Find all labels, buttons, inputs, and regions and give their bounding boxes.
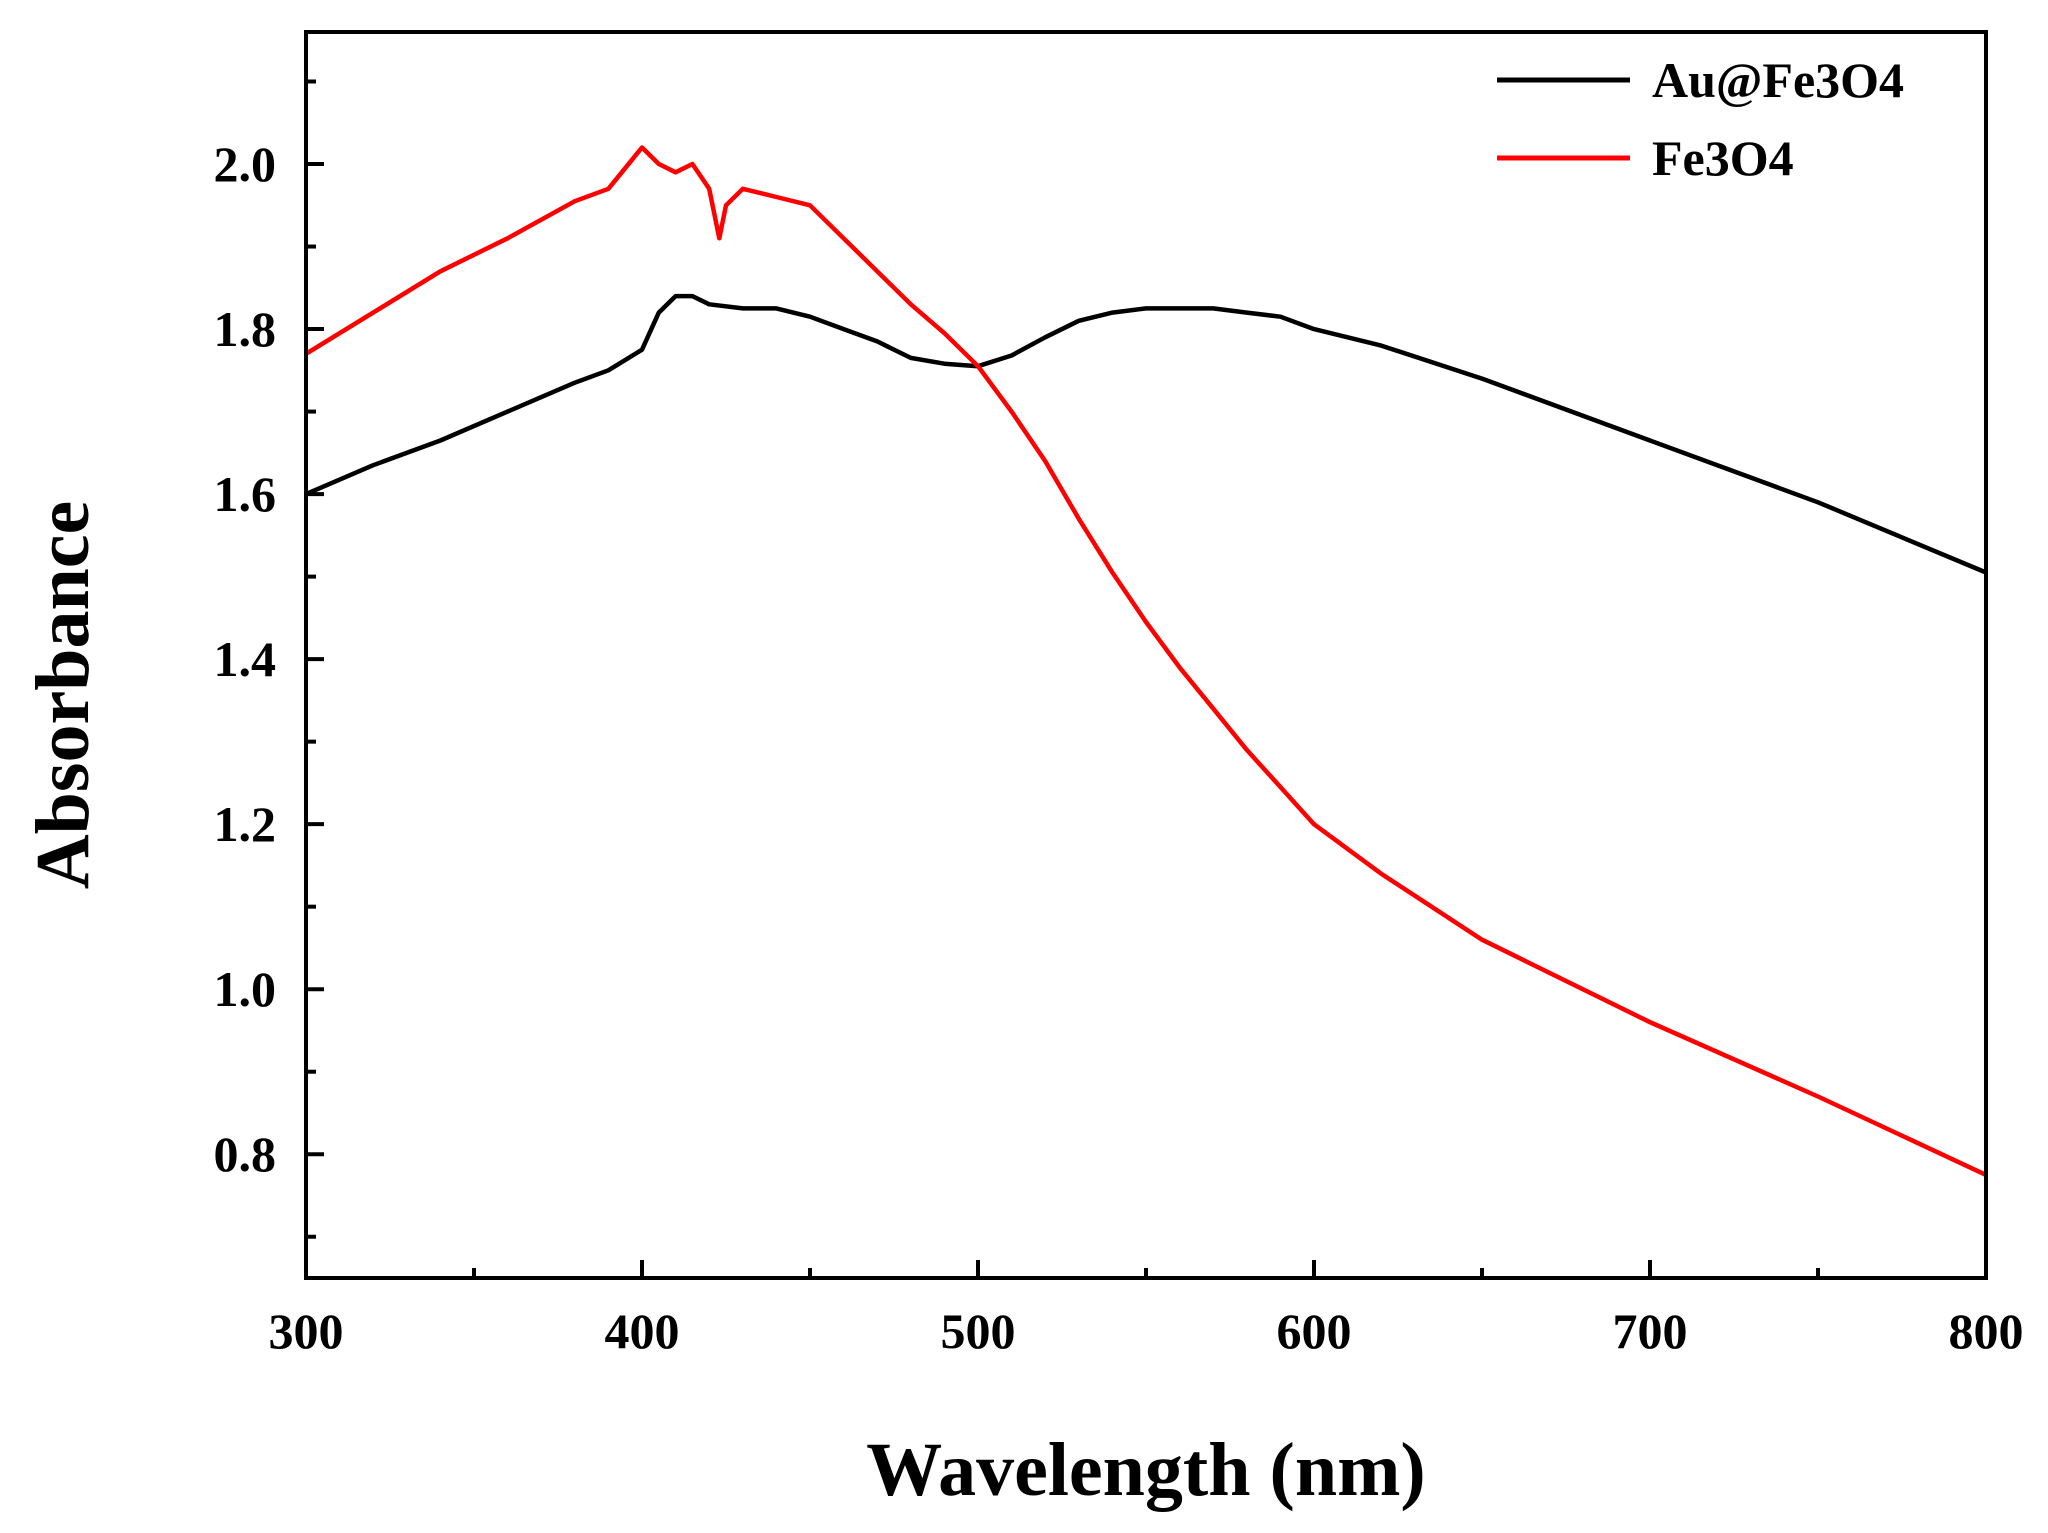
y-tick-label: 2.0 (214, 136, 277, 192)
y-tick-label: 1.4 (214, 631, 277, 687)
series-line-fe3o4 (304, 145, 1987, 1177)
plot-frame (304, 30, 1988, 1280)
x-axis-ticks: 300 400 500 600 700 800 (269, 1260, 2024, 1359)
x-tick-label: 600 (1277, 1303, 1352, 1359)
x-tick-label: 500 (941, 1303, 1016, 1359)
y-tick-label: 1.6 (214, 466, 277, 522)
series-layer (304, 145, 1987, 1177)
y-tick-label: 0.8 (214, 1126, 277, 1182)
legend-label-fe3o4: Fe3O4 (1652, 130, 1794, 186)
y-axis-ticks: 0.8 1.0 1.2 1.4 1.6 1.8 2.0 (214, 79, 324, 1239)
x-tick-label: 800 (1949, 1303, 2024, 1359)
series-line-au-fe3o4 (305, 293, 1987, 575)
x-tick-label: 400 (605, 1303, 680, 1359)
legend: Au@Fe3O4 Fe3O4 (1497, 52, 1904, 186)
legend-label-au-fe3o4: Au@Fe3O4 (1652, 52, 1904, 108)
x-tick-label: 700 (1613, 1303, 1688, 1359)
y-tick-label: 1.8 (214, 301, 277, 357)
x-axis-title: Wavelength (nm) (866, 1428, 1425, 1512)
x-tick-label: 300 (269, 1303, 344, 1359)
y-axis-title: Absorbance (21, 501, 105, 889)
y-tick-label: 1.2 (214, 796, 277, 852)
y-tick-label: 1.0 (214, 961, 277, 1017)
